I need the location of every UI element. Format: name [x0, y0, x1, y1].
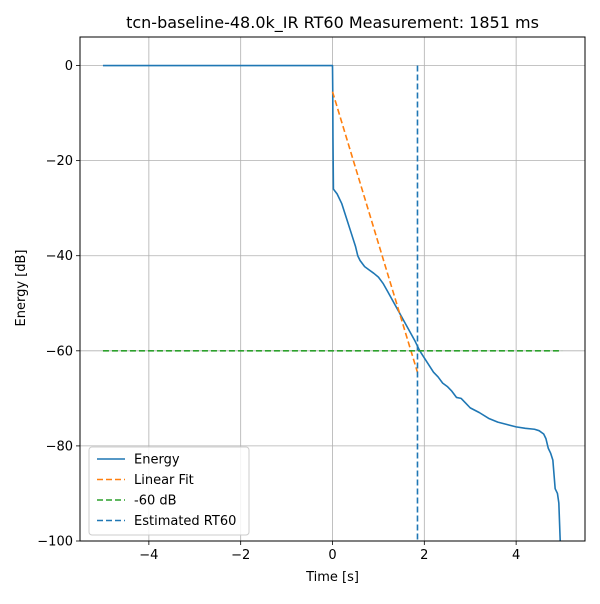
x-tick-label: 2	[420, 548, 428, 563]
series-layer	[102, 64, 563, 542]
legend: Energy Linear Fit -60 dB Estimated RT60	[88, 446, 250, 536]
x-tick-label: −4	[139, 548, 158, 563]
y-tick-label: −20	[46, 154, 73, 169]
axis-ticks: −4 −2 0 2 40−20−40−60−80−100	[37, 59, 520, 563]
legend-box	[88, 446, 250, 536]
legend-label-energy: Energy	[134, 453, 180, 468]
y-axis-label: Energy [dB]	[14, 250, 29, 327]
x-tick-label: −2	[231, 548, 250, 563]
x-axis-label: Time [s]	[305, 570, 359, 585]
legend-label-60-db: -60 dB	[134, 494, 177, 509]
series-line-linear-fit	[331, 91, 419, 373]
chart-title: tcn-baseline-48.0k_IR RT60 Measurement: …	[126, 13, 539, 33]
series-line-energy	[102, 64, 562, 542]
y-tick-label: −80	[46, 439, 73, 454]
y-tick-label: 0	[65, 59, 73, 74]
x-tick-label: 0	[328, 548, 336, 563]
y-tick-label: −100	[37, 535, 73, 550]
y-tick-label: −40	[46, 249, 73, 264]
y-tick-label: −60	[46, 344, 73, 359]
legend-label-estimated-rt60: Estimated RT60	[134, 514, 236, 529]
x-tick-label: 4	[512, 548, 520, 563]
legend-label-linear-fit: Linear Fit	[134, 473, 194, 488]
